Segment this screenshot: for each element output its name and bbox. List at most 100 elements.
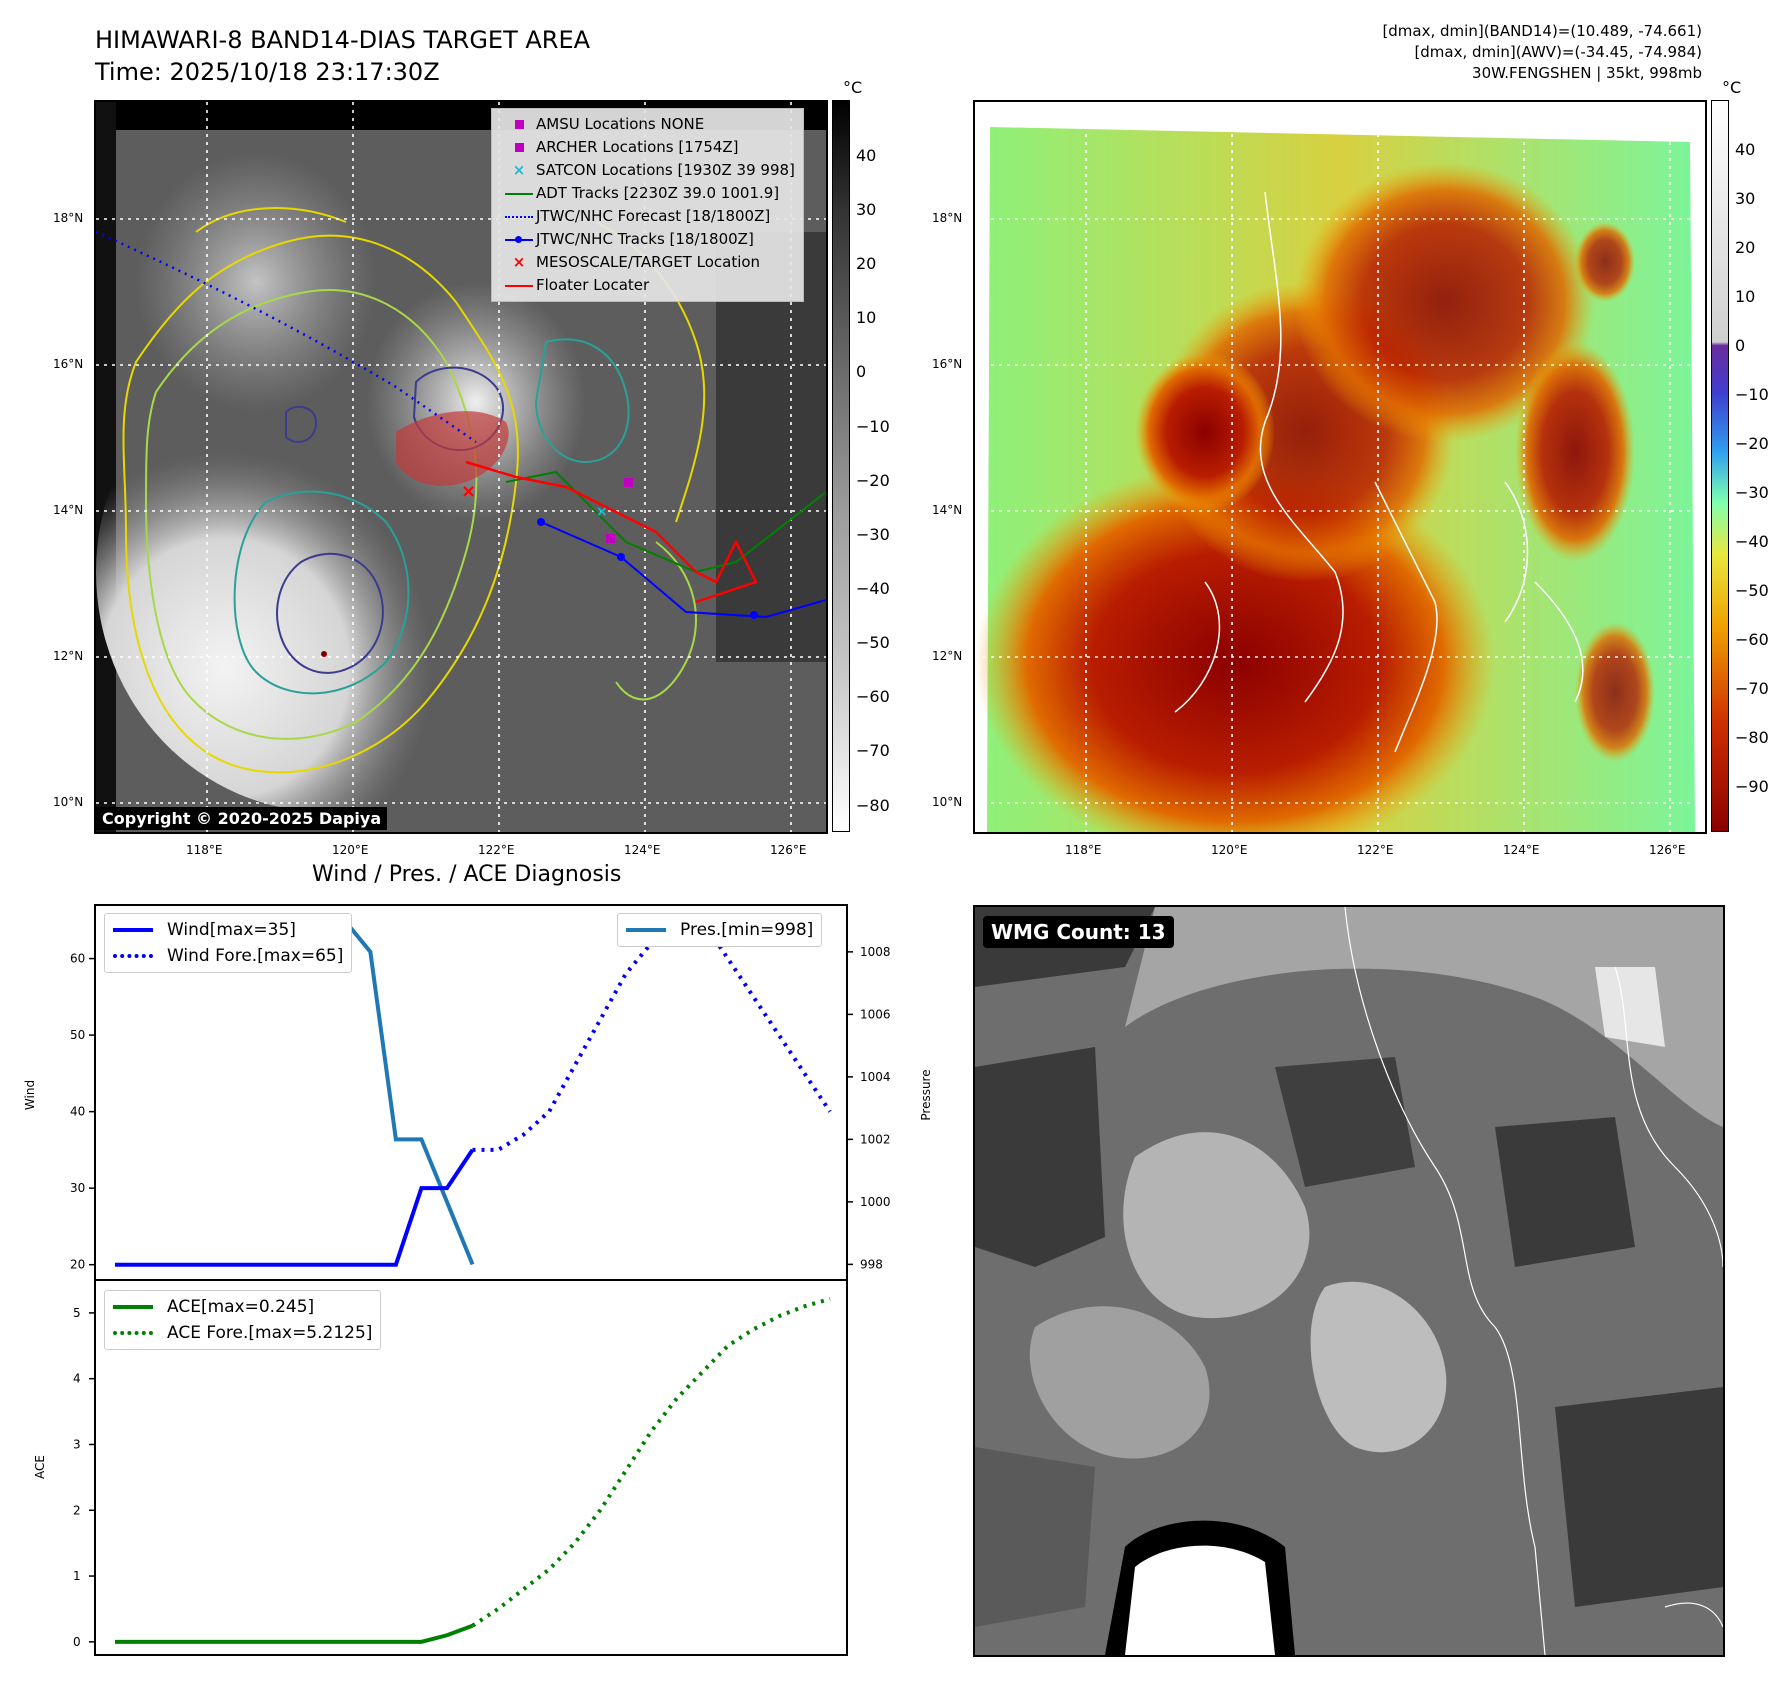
legend-target-label: MESOSCALE/TARGET Location [536, 253, 761, 271]
pressure-ticks: 1008 1006 1004 1002 1000 998 [847, 945, 891, 1271]
chart-time: Time: 2025/10/18 23:17:30Z [95, 58, 440, 86]
legend-forecast-label: JTWC/NHC Forecast [18/1800Z] [536, 207, 771, 225]
ace-tick-label: 5 [73, 1306, 81, 1320]
wind-tick-label: 50 [70, 1028, 85, 1042]
lat-label: 14°N [53, 503, 84, 517]
lon-label: 124°E [1503, 843, 1540, 857]
legend-adt: ADT Tracks [2230Z 39.0 1001.9] [502, 182, 795, 205]
legend-tracks-label: JTWC/NHC Tracks [18/1800Z] [536, 230, 754, 248]
awv-map-panel [973, 100, 1707, 834]
pressure-tick-label: 1006 [860, 1007, 891, 1021]
ir-map: × × [96, 102, 826, 832]
legend-wind-fore: Wind Fore.[max=65] [113, 943, 343, 969]
colorbar-unit: °C [843, 78, 863, 97]
wmg-image [975, 907, 1723, 1655]
colorbar-grayscale [832, 100, 850, 832]
lon-label: 122°E [478, 843, 515, 857]
lat-label: 12°N [932, 649, 963, 663]
diagnosis-chart: 60 50 40 30 20 1008 1006 1004 1002 1000 998 5 4 3 2 1… [23, 904, 933, 1656]
line-icon [502, 192, 536, 195]
legend-floater-label: Floater Locater [536, 276, 650, 294]
colorbar-tick: −30 [856, 525, 890, 544]
colorbar-tick: −80 [856, 796, 890, 815]
colorbar-tick: −40 [856, 579, 890, 598]
copyright: Copyright © 2020-2025 Dapiya [96, 807, 388, 830]
ace-forecast-series-line [471, 1296, 831, 1628]
colorbar-tick: −20 [1735, 434, 1769, 453]
pressure-tick-label: 1008 [860, 945, 891, 959]
legend-amsu-label: AMSU Locations NONE [536, 115, 705, 133]
info-storm: 30W.FENGSHEN | 35kt, 998mb [1472, 64, 1702, 82]
ace-tick-label: 3 [73, 1437, 81, 1451]
lon-label: 124°E [624, 843, 661, 857]
ace-tick-label: 1 [73, 1569, 81, 1583]
diagnosis-title: Wind / Pres. / ACE Diagnosis [312, 862, 622, 887]
pressure-tick-label: 1004 [860, 1070, 891, 1084]
colorbar-tick: −90 [1735, 777, 1769, 796]
legend-floater: Floater Locater [502, 274, 795, 297]
lat-label: 16°N [53, 357, 84, 371]
colorbar-tick: 30 [856, 200, 877, 219]
lon-label: 118°E [186, 843, 223, 857]
ace-tick-label: 4 [73, 1372, 81, 1386]
legend-ace-fore: ACE Fore.[max=5.2125] [113, 1320, 372, 1346]
colorbar-tick: 30 [1735, 189, 1756, 208]
colorbar-tick: 0 [1735, 336, 1746, 355]
pressure-tick-label: 1002 [860, 1132, 891, 1146]
wind-axis-label: Wind [23, 1080, 37, 1110]
legend-wind-label: Wind[max=35] [167, 920, 296, 940]
lat-label: 16°N [932, 357, 963, 371]
lon-label: 120°E [1211, 843, 1248, 857]
ace-axis-label: ACE [33, 1455, 47, 1479]
ace-tick-label: 0 [73, 1635, 81, 1649]
legend-satcon-label: SATCON Locations [1930Z 39 998] [536, 161, 795, 179]
lon-label: 122°E [1357, 843, 1394, 857]
dotted-line-icon [113, 954, 153, 958]
colorbar-tick: −10 [1735, 385, 1769, 404]
square-marker-icon [502, 143, 536, 152]
colorbar-tick: −70 [1735, 679, 1769, 698]
dotted-line-icon [113, 1331, 153, 1335]
colorbar-tick: −30 [1735, 483, 1769, 502]
legend-target: × MESOSCALE/TARGET Location [502, 251, 795, 274]
lon-label: 118°E [1065, 843, 1102, 857]
legend-wind-fore-label: Wind Fore.[max=65] [167, 946, 344, 966]
ace-ticks: 5 4 3 2 1 0 [73, 1306, 95, 1649]
legend-archer: ARCHER Locations [1754Z] [502, 136, 795, 159]
svg-text:×: × [596, 504, 608, 520]
wind-tick-label: 40 [70, 1105, 85, 1119]
info-awv: [dmax, dmin](AWV)=(-34.45, -74.984) [1414, 43, 1702, 61]
wind-legend: Wind[max=35] Wind Fore.[max=65] [104, 913, 353, 973]
colorbar-tick: 0 [856, 362, 867, 381]
pressure-tick-label: 1000 [860, 1195, 891, 1209]
colorbar-tick: 40 [1735, 140, 1756, 159]
solid-line-icon [113, 1305, 153, 1309]
lat-label: 10°N [932, 795, 963, 809]
wind-forecast-series-line [472, 918, 832, 1152]
x-marker-icon: × [512, 253, 526, 271]
legend-ace: ACE[max=0.245] [113, 1294, 372, 1320]
legend-forecast: JTWC/NHC Forecast [18/1800Z] [502, 205, 795, 228]
ace-series-line [115, 1623, 474, 1644]
legend-tracks: JTWC/NHC Tracks [18/1800Z] [502, 228, 795, 251]
ace-tick-label: 2 [73, 1503, 81, 1517]
line-icon [502, 284, 536, 287]
pressure-legend: Pres.[min=998] [617, 913, 823, 947]
wind-tick-label: 60 [70, 952, 85, 966]
legend-archer-label: ARCHER Locations [1754Z] [536, 138, 739, 156]
lat-label: 12°N [53, 649, 84, 663]
svg-text:×: × [461, 481, 476, 502]
legend-ace-label: ACE[max=0.245] [167, 1297, 315, 1317]
legend-adt-label: ADT Tracks [2230Z 39.0 1001.9] [536, 184, 780, 202]
legend-pres-label: Pres.[min=998] [680, 920, 814, 940]
legend-wind: Wind[max=35] [113, 917, 343, 943]
legend-satcon: × SATCON Locations [1930Z 39 998] [502, 159, 795, 182]
colorbar-tick: −50 [856, 633, 890, 652]
dotted-line-icon [502, 215, 536, 218]
wind-tick-label: 20 [70, 1258, 85, 1272]
colorbar-awv [1711, 100, 1729, 832]
pressure-tick-label: 998 [860, 1257, 883, 1271]
lat-label: 18°N [932, 211, 963, 225]
lon-label: 126°E [1649, 843, 1686, 857]
ace-legend: ACE[max=0.245] ACE Fore.[max=5.2125] [104, 1290, 382, 1350]
